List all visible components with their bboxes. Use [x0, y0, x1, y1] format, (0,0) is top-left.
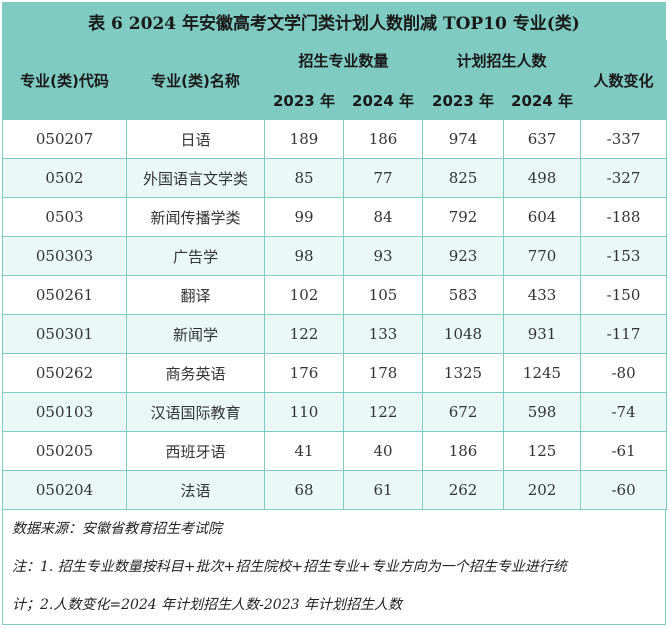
header-major-2023: 2023 年: [264, 80, 344, 120]
cell-code: 050261: [2, 275, 127, 315]
cell-m2023: 122: [264, 314, 344, 354]
cell-p2024: 770: [503, 236, 582, 276]
cell-p2024: 125: [503, 431, 582, 471]
cell-m2023: 176: [264, 353, 344, 393]
cell-p2024: 433: [503, 275, 582, 315]
cell-name: 广告学: [126, 236, 265, 276]
cell-m2024: 122: [342, 392, 424, 432]
cell-m2023: 98: [264, 236, 344, 276]
data-table: 专业(类)代码 专业(类)名称 招生专业数量 计划招生人数 人数变化 2023 …: [2, 40, 668, 510]
cell-m2024: 40: [342, 431, 424, 471]
cell-p2023: 583: [422, 275, 505, 315]
header-major-count: 招生专业数量: [263, 40, 424, 81]
cell-m2024: 186: [342, 119, 424, 159]
cell-p2024: 931: [503, 314, 582, 354]
cell-name: 汉语国际教育: [126, 392, 265, 432]
header-row-1: 专业(类)代码 专业(类)名称 招生专业数量 计划招生人数 人数变化: [2, 40, 668, 120]
cell-change: -60: [580, 470, 668, 510]
table-row: 050103 汉语国际教育 110 122 672 598 -74: [2, 392, 668, 432]
cell-m2024: 84: [342, 197, 424, 237]
cell-p2023: 792: [422, 197, 505, 237]
cell-name: 法语: [126, 470, 265, 510]
cell-m2023: 41: [264, 431, 344, 471]
cell-code: 0502: [2, 158, 127, 198]
cell-m2024: 61: [342, 470, 424, 510]
table-body: 050207 日语 189 186 974 637 -337 0502 外国语言文学类 85 77 8…: [2, 119, 668, 510]
cell-change: -150: [580, 275, 668, 315]
header-plan-2023: 2023 年: [422, 80, 505, 120]
cell-code: 050205: [2, 431, 127, 471]
cell-p2024: 598: [503, 392, 582, 432]
cell-name: 商务英语: [126, 353, 265, 393]
cell-p2023: 825: [422, 158, 505, 198]
cell-name: 日语: [126, 119, 265, 159]
cell-code: 050103: [2, 392, 127, 432]
table-row: 050301 新闻学 122 133 1048 931 -117: [2, 314, 668, 354]
header-change: 人数变化: [580, 40, 668, 120]
cell-p2024: 637: [503, 119, 582, 159]
cell-change: -337: [580, 119, 668, 159]
header-plan-count: 计划招生人数: [422, 40, 582, 81]
cell-m2023: 85: [264, 158, 344, 198]
table-row: 050204 法语 68 61 262 202 -60: [2, 470, 668, 510]
cell-p2023: 923: [422, 236, 505, 276]
cell-p2024: 604: [503, 197, 582, 237]
cell-p2023: 672: [422, 392, 505, 432]
cell-p2023: 1325: [422, 353, 505, 393]
cell-m2023: 68: [264, 470, 344, 510]
cell-p2024: 202: [503, 470, 582, 510]
cell-p2024: 498: [503, 158, 582, 198]
table-row: 0502 外国语言文学类 85 77 825 498 -327: [2, 158, 668, 198]
cell-name: 新闻学: [126, 314, 265, 354]
table-row: 050261 翻译 102 105 583 433 -150: [2, 275, 668, 315]
cell-code: 050303: [2, 236, 127, 276]
cell-code: 050204: [2, 470, 127, 510]
table-title: 表 6 2024 年安徽高考文学门类计划人数削减 TOP10 专业(类): [2, 2, 666, 40]
source-note: 数据来源：安徽省教育招生考试院: [12, 521, 222, 537]
header-name: 专业(类)名称: [126, 40, 265, 120]
cell-m2024: 178: [342, 353, 424, 393]
cell-code: 050207: [2, 119, 127, 159]
cell-p2024: 1245: [503, 353, 582, 393]
cell-change: -117: [580, 314, 668, 354]
table-row: 050205 西班牙语 41 40 186 125 -61: [2, 431, 668, 471]
cell-m2023: 102: [264, 275, 344, 315]
table-row: 050207 日语 189 186 974 637 -337: [2, 119, 668, 159]
cell-name: 翻译: [126, 275, 265, 315]
cell-m2024: 133: [342, 314, 424, 354]
table-row: 0503 新闻传播学类 99 84 792 604 -188: [2, 197, 668, 237]
cell-change: -61: [580, 431, 668, 471]
cell-m2024: 105: [342, 275, 424, 315]
cell-change: -188: [580, 197, 668, 237]
cell-m2024: 93: [342, 236, 424, 276]
cell-name: 新闻传播学类: [126, 197, 265, 237]
header-major-2024: 2024 年: [342, 80, 424, 120]
cell-m2023: 99: [264, 197, 344, 237]
cell-change: -327: [580, 158, 668, 198]
cell-code: 050301: [2, 314, 127, 354]
cell-m2024: 77: [342, 158, 424, 198]
cell-p2023: 974: [422, 119, 505, 159]
note-line-2: 计；2.人数变化=2024 年计划招生人数-2023 年计划招生人数: [12, 597, 402, 613]
cell-m2023: 110: [264, 392, 344, 432]
cell-name: 西班牙语: [126, 431, 265, 471]
cell-change: -80: [580, 353, 668, 393]
note-line-1: 注：1. 招生专业数量按科目+批次+招生院校+招生专业+专业方向为一个招生专业进…: [12, 559, 567, 575]
cell-p2023: 186: [422, 431, 505, 471]
header-plan-2024: 2024 年: [503, 80, 582, 120]
cell-code: 050262: [2, 353, 127, 393]
table-row: 050303 广告学 98 93 923 770 -153: [2, 236, 668, 276]
table-row: 050262 商务英语 176 178 1325 1245 -80: [2, 353, 668, 393]
cell-p2023: 1048: [422, 314, 505, 354]
header-code: 专业(类)代码: [2, 40, 127, 120]
cell-change: -74: [580, 392, 668, 432]
cell-code: 0503: [2, 197, 127, 237]
cell-p2023: 262: [422, 470, 505, 510]
cell-m2023: 189: [264, 119, 344, 159]
notes-section: 数据来源：安徽省教育招生考试院 注：1. 招生专业数量按科目+批次+招生院校+招…: [2, 508, 666, 625]
cell-change: -153: [580, 236, 668, 276]
cell-name: 外国语言文学类: [126, 158, 265, 198]
